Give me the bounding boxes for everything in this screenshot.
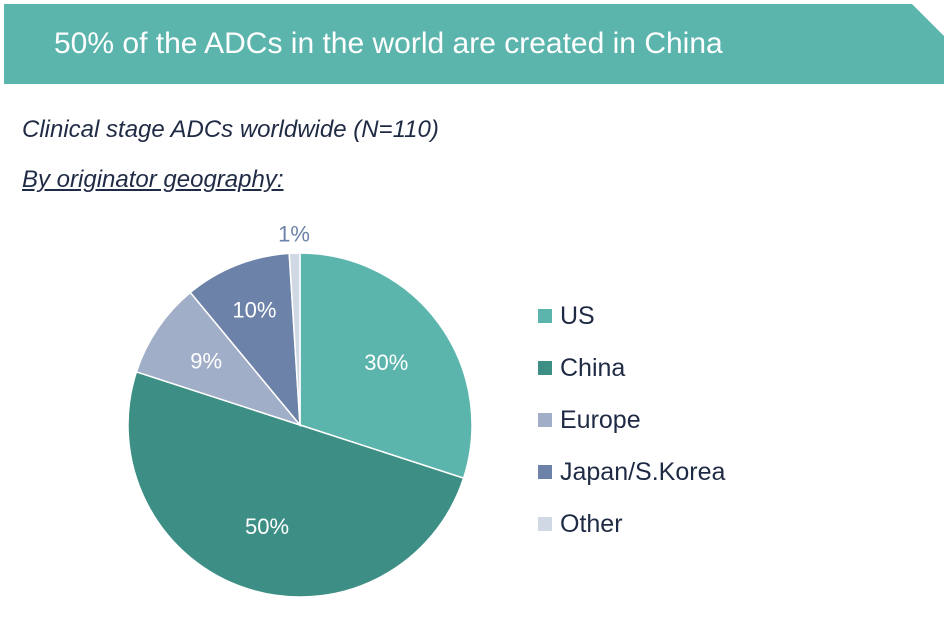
legend-item-other: Other (538, 498, 725, 550)
legend-item-japan-s-korea: Japan/S.Korea (538, 446, 725, 498)
title-banner: 50% of the ADCs in the world are created… (4, 4, 944, 84)
legend-label: Other (560, 509, 623, 538)
data-label-china: 50% (245, 514, 289, 539)
pie-slice-china (127, 370, 465, 598)
legend-swatch (538, 361, 552, 375)
data-label-japan-s-korea: 10% (232, 297, 276, 322)
pie-slice-other (288, 252, 301, 426)
legend-label: China (560, 353, 626, 382)
pie-slice-japan-s-korea (189, 252, 301, 428)
pie-slice-us (299, 252, 473, 480)
page-title: 50% of the ADCs in the world are created… (54, 27, 723, 60)
chart-legend: US China Europe Japan/S.Korea Other (538, 290, 725, 550)
legend-swatch (538, 309, 552, 323)
legend-label: Europe (560, 405, 641, 434)
data-label-us: 30% (364, 350, 408, 375)
legend-swatch (538, 517, 552, 531)
chart-subtitle-geography: By originator geography: (22, 166, 284, 193)
data-label-other: 1% (278, 222, 310, 247)
legend-label: Japan/S.Korea (560, 457, 726, 486)
legend-swatch (538, 413, 552, 427)
legend-item-europe: Europe (538, 394, 725, 446)
chart-subtitle: Clinical stage ADCs worldwide (N=110) (22, 116, 439, 143)
legend-item-us: US (538, 290, 725, 342)
pie-slice-europe (135, 291, 303, 427)
legend-item-china: China (538, 342, 725, 394)
legend-label: US (560, 301, 595, 330)
data-label-europe: 9% (190, 349, 222, 374)
legend-swatch (538, 465, 552, 479)
